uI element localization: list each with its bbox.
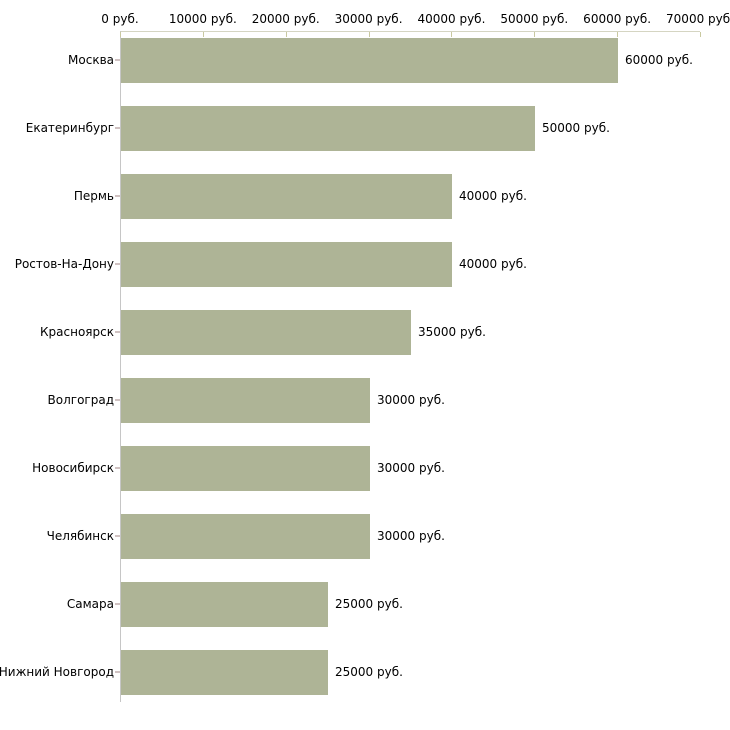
x-axis-tick-label: 0 руб. — [101, 12, 139, 26]
bar — [121, 174, 452, 219]
x-axis-tick-label: 40000 руб. — [417, 12, 486, 26]
y-axis-tick — [115, 535, 120, 537]
category-label: Нижний Новгород — [0, 665, 114, 679]
bar — [121, 650, 328, 695]
x-axis-tick-label: 50000 руб. — [500, 12, 569, 26]
value-label: 40000 руб. — [459, 189, 527, 203]
x-axis-tick — [120, 32, 121, 37]
category-label: Москва — [68, 53, 114, 67]
x-axis-tick-label: 60000 руб. — [583, 12, 652, 26]
x-axis-tick-label: 10000 руб. — [168, 12, 237, 26]
bar — [121, 310, 411, 355]
bar — [121, 582, 328, 627]
y-axis-tick — [115, 399, 120, 401]
value-label: 30000 руб. — [377, 393, 445, 407]
x-axis-tick-label: 70000 руб. — [666, 12, 730, 26]
x-axis-tick — [534, 32, 536, 37]
x-axis-tick — [617, 32, 619, 37]
x-axis-line — [120, 31, 700, 32]
category-label: Ростов-На-Дону — [14, 257, 114, 271]
bar — [121, 106, 535, 151]
x-axis-tick-label: 20000 руб. — [251, 12, 320, 26]
value-label: 25000 руб. — [335, 665, 403, 679]
bar — [121, 446, 370, 491]
value-label: 30000 руб. — [377, 529, 445, 543]
y-axis-tick — [115, 671, 120, 673]
y-axis-tick — [115, 263, 120, 265]
category-label: Пермь — [73, 189, 114, 203]
y-axis-tick — [115, 467, 120, 469]
category-label: Челябинск — [46, 529, 114, 543]
x-axis-tick — [451, 32, 453, 37]
bar — [121, 514, 370, 559]
value-label: 50000 руб. — [542, 121, 610, 135]
x-axis-tick — [202, 32, 204, 37]
category-label: Красноярск — [40, 325, 114, 339]
x-axis-tick-label: 30000 руб. — [334, 12, 403, 26]
category-label: Екатеринбург — [25, 121, 114, 135]
category-label: Волгоград — [47, 393, 114, 407]
value-label: 40000 руб. — [459, 257, 527, 271]
value-label: 25000 руб. — [335, 597, 403, 611]
y-axis-tick — [115, 59, 120, 61]
bar — [121, 378, 370, 423]
bar — [121, 242, 452, 287]
value-label: 30000 руб. — [377, 461, 445, 475]
y-axis-tick — [115, 127, 120, 129]
value-label: 35000 руб. — [418, 325, 486, 339]
x-axis-tick — [285, 32, 287, 37]
y-axis-tick — [115, 195, 120, 197]
y-axis-tick — [115, 331, 120, 333]
x-axis-tick — [700, 32, 701, 37]
category-label: Новосибирск — [32, 461, 114, 475]
value-label: 60000 руб. — [625, 53, 693, 67]
category-label: Самара — [66, 597, 114, 611]
x-axis-tick — [368, 32, 370, 37]
y-axis-line — [120, 31, 121, 702]
bar — [121, 38, 618, 83]
y-axis-tick — [115, 603, 120, 605]
